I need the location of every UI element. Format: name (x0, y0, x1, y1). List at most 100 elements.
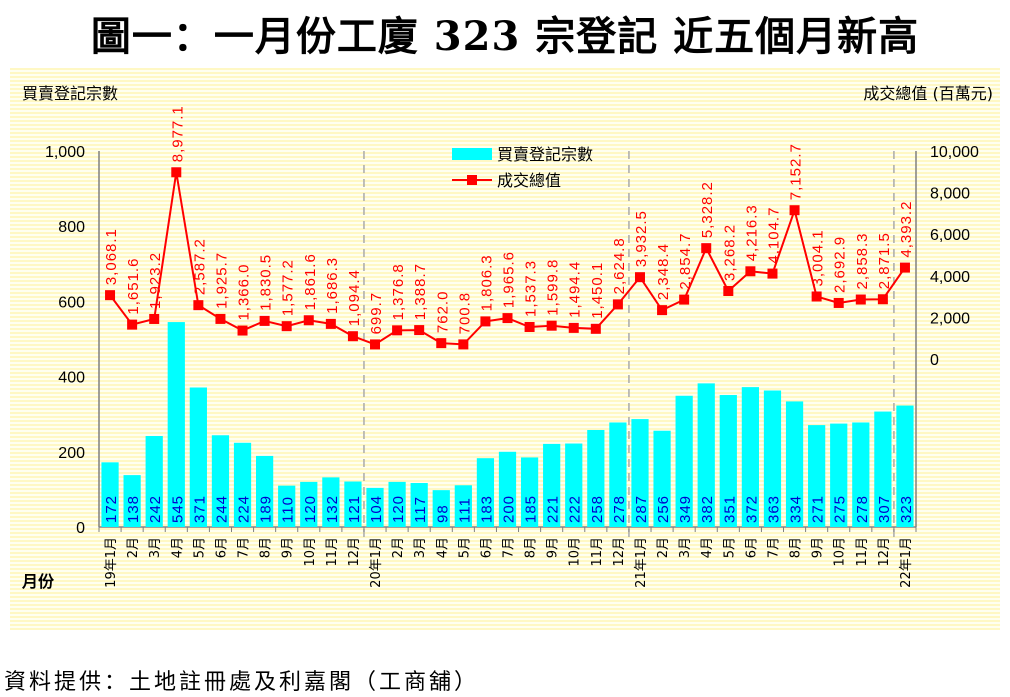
bar-value-label: 224 (236, 495, 253, 523)
bar-value-label: 221 (545, 495, 562, 523)
left-tick-label: 600 (58, 294, 85, 311)
right-tick-label: 10,000 (930, 144, 979, 161)
x-tick-label: 6月 (214, 537, 229, 558)
x-tick-label: 21年1月 (634, 537, 649, 588)
line-value-label: 1,366.0 (236, 264, 253, 321)
line-marker (149, 313, 160, 324)
line-value-label: 1,923.2 (147, 252, 164, 309)
bar-value-label: 98 (434, 504, 451, 523)
bar-value-label: 222 (567, 495, 584, 523)
bar (653, 430, 671, 527)
legend-bar-label: 買賣登記宗數 (497, 145, 593, 164)
bar (145, 436, 163, 527)
line-marker (502, 313, 513, 324)
bar-value-label: 256 (655, 495, 672, 523)
bar (874, 411, 892, 527)
left-tick-label: 400 (58, 370, 85, 387)
bar-value-label: 121 (346, 495, 363, 523)
line-value-label: 2,348.4 (655, 243, 672, 300)
bar (785, 401, 804, 527)
bar-value-label: 307 (876, 495, 893, 523)
line-marker (171, 167, 182, 178)
line-marker (899, 262, 910, 273)
line-marker (855, 294, 866, 305)
bar-value-label: 258 (589, 495, 606, 523)
x-tick-label: 7月 (502, 537, 517, 558)
line-marker (480, 316, 491, 327)
right-tick-label: 6,000 (930, 227, 970, 244)
line-value-label: 1,599.8 (545, 259, 562, 316)
legend-bar-swatch (452, 148, 492, 160)
x-tick-label: 5月 (722, 537, 737, 558)
line-marker (259, 315, 270, 326)
right-tick-label: 2,000 (930, 310, 970, 327)
line-value-label: 1,577.2 (280, 259, 297, 316)
line-value-label: 699.7 (368, 292, 385, 335)
bar-value-label: 278 (854, 495, 871, 523)
line-value-label: 1,376.8 (390, 263, 407, 320)
line-marker (325, 318, 336, 329)
source-note: 資料提供：土地註冊處及利嘉閣（工商舖） (4, 670, 480, 695)
bar (741, 387, 760, 527)
x-tick-label: 10月 (568, 537, 583, 567)
bar-value-label: 349 (677, 495, 694, 523)
x-tick-label: 3月 (148, 537, 163, 558)
line-value-label: 1,537.3 (523, 260, 540, 317)
line-value-label: 4,104.7 (765, 207, 782, 264)
right-tick-label: 0 (930, 352, 939, 369)
line-value-label: 1,094.4 (346, 269, 363, 326)
line-marker (679, 294, 690, 305)
x-tick-label: 3月 (413, 537, 428, 558)
x-tick-label: 7月 (237, 537, 252, 558)
bar (123, 475, 141, 527)
line-value-label: 2,871.5 (876, 232, 893, 289)
line-marker (193, 300, 204, 311)
bar (344, 481, 362, 527)
bar (675, 395, 693, 527)
x-tick-label: 20年1月 (369, 537, 384, 588)
line-marker (789, 205, 800, 216)
x-tick-label: 6月 (744, 537, 759, 558)
bar (366, 487, 384, 527)
x-tick-label: 4月 (170, 537, 185, 558)
x-tick-label: 19年1月 (104, 537, 119, 588)
line-value-label: 1,965.6 (501, 251, 518, 308)
line-value-label: 1,494.4 (567, 261, 584, 318)
bar-value-label: 104 (368, 495, 385, 523)
bar-value-label: 189 (258, 495, 275, 523)
bar (498, 451, 517, 527)
line-marker (612, 299, 623, 310)
bar (432, 490, 450, 527)
x-tick-label: 6月 (479, 537, 494, 558)
line-value-label: 1,925.7 (213, 252, 230, 309)
bar-value-label: 200 (501, 495, 518, 523)
line-marker (657, 305, 668, 316)
line-value-label: 762.0 (434, 291, 451, 334)
bar (543, 443, 561, 527)
line-value-label: 8,977.1 (169, 105, 186, 162)
line-marker (458, 339, 469, 350)
line-value-label: 1,450.1 (589, 262, 606, 319)
line-marker (281, 321, 292, 332)
line-value-label: 2,858.3 (854, 232, 871, 289)
line-marker (105, 290, 116, 301)
x-tick-label: 22年1月 (899, 537, 914, 588)
x-axis-title: 月份 (21, 572, 55, 591)
x-tick-label: 11月 (590, 537, 605, 567)
bar-value-label: 132 (324, 495, 341, 523)
bar-value-label: 323 (898, 495, 915, 523)
bar-value-label: 242 (147, 495, 164, 523)
x-tick-label: 8月 (524, 537, 539, 558)
bar (896, 405, 914, 527)
bar (410, 483, 428, 527)
line-value-label: 2,854.7 (677, 233, 694, 290)
x-tick-label: 10月 (833, 537, 848, 567)
right-tick-label: 8,000 (930, 186, 970, 203)
line-value-label: 5,328.2 (699, 181, 716, 238)
bar (167, 322, 185, 527)
line-value-label: 700.8 (456, 292, 473, 335)
line-marker (303, 315, 314, 326)
line-value-label: 4,216.3 (743, 204, 760, 261)
bar (101, 462, 119, 527)
